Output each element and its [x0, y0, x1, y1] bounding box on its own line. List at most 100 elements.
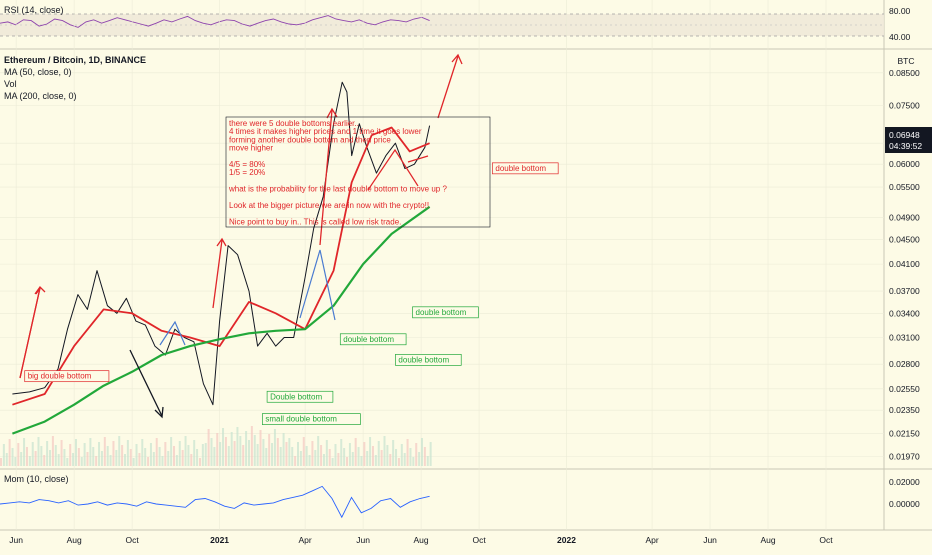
price-tick-label: 0.04900: [889, 212, 920, 222]
volume-bar: [132, 458, 135, 466]
mom-legend[interactable]: Mom (10, close): [4, 474, 69, 484]
last-price-tag: [885, 127, 932, 153]
volume-bar: [360, 456, 363, 466]
time-tick-label: Jun: [9, 535, 23, 545]
volume-bar: [288, 438, 291, 466]
volume-bar: [412, 457, 415, 466]
double-bottom-label: big double bottom: [28, 372, 92, 381]
chart-title[interactable]: Ethereum / Bitcoin, 1D, BINANCE: [4, 55, 146, 65]
volume-bar: [230, 432, 233, 466]
arrow-head-2: [216, 237, 227, 247]
ma50-line: [12, 126, 430, 406]
price-tick-label: 0.01970: [889, 452, 920, 462]
volume-bar: [25, 447, 28, 466]
volume-bar: [216, 433, 219, 466]
volume-bar: [23, 438, 26, 466]
note-line: 4 times it makes higher prices and 1 tim…: [229, 127, 422, 136]
rsi-legend[interactable]: RSI (14, close): [4, 5, 64, 15]
volume-bar: [89, 438, 92, 466]
volume-bar: [409, 448, 412, 466]
label-box: [395, 354, 462, 366]
volume-bar: [66, 458, 69, 466]
volume-bar: [98, 442, 101, 466]
label-box: [261, 413, 361, 425]
volume-bar: [86, 452, 89, 466]
price-tick-label: 0.03400: [889, 308, 920, 318]
volume-bar: [308, 455, 311, 466]
volume-bar: [392, 440, 395, 466]
momentum-pane[interactable]: [0, 470, 884, 528]
volume-bar: [161, 456, 164, 466]
ma200-legend[interactable]: MA (200, close, 0): [4, 91, 77, 101]
note-line: Nice point to buy in.. This is called lo…: [229, 217, 401, 226]
volume-bar: [386, 445, 389, 466]
volume-bar: [380, 450, 383, 466]
volume-bar: [322, 454, 325, 466]
volume-bar: [369, 437, 372, 466]
volume-bar: [207, 429, 210, 466]
bar-countdown: 04:39:52: [889, 141, 922, 151]
grid-layer: [0, 0, 884, 530]
arrow-down: [129, 349, 163, 417]
volume-bar: [158, 447, 161, 466]
volume-bar: [239, 436, 242, 466]
volume-bar: [198, 458, 201, 466]
note-line: move higher: [229, 144, 273, 153]
volume-bar: [219, 442, 222, 466]
arrow-up-3: [319, 109, 333, 246]
volume-bar: [135, 444, 138, 466]
double-bottom-label: Double bottom: [270, 392, 322, 401]
volume-bar: [57, 454, 60, 466]
note-line: Look at the bigger picture we are in now…: [229, 201, 429, 210]
price-tick-label: 0.04100: [889, 259, 920, 269]
price-tick-label: 0.07500: [889, 101, 920, 111]
volume-bar: [311, 441, 314, 466]
time-tick-label: Oct: [819, 535, 833, 545]
series-layer: [12, 81, 431, 435]
volume-bar: [222, 428, 225, 466]
time-tick-label: Oct: [126, 535, 140, 545]
double-bottom-label: double bottom: [398, 355, 449, 364]
volume-bar: [377, 441, 380, 466]
volume-bar: [14, 457, 17, 466]
double-bottom-label: double bottom: [495, 164, 546, 173]
double-bottom-label: double bottom: [416, 308, 467, 317]
note-line: 4/5 = 80%: [229, 160, 265, 169]
volume-bar: [170, 437, 173, 466]
volume-bar: [152, 452, 155, 466]
volume-bar: [0, 458, 2, 466]
volume-bar: [314, 450, 317, 466]
volume-bar: [299, 451, 302, 466]
volume-bar: [325, 440, 328, 466]
volume-bar: [348, 443, 351, 466]
vol-legend[interactable]: Vol: [4, 79, 17, 89]
arrow-head-3: [326, 107, 338, 119]
volume-bar: [374, 455, 377, 466]
time-tick-label: 2021: [210, 535, 229, 545]
volume-bar: [149, 443, 152, 466]
volume-bar: [406, 439, 409, 466]
volume-bar: [340, 439, 343, 466]
volume-bar: [351, 452, 354, 466]
volume-bar: [138, 453, 141, 466]
volume-bar: [115, 450, 118, 466]
note-box: [225, 116, 491, 228]
time-tick-label: Jun: [703, 535, 717, 545]
note-line: 1/5 = 20%: [229, 168, 265, 177]
quote-currency-label: BTC: [898, 56, 915, 66]
volume-bar: [60, 440, 63, 466]
volume-bar: [331, 458, 334, 466]
ma50-legend[interactable]: MA (50, close, 0): [4, 67, 72, 77]
price-pane[interactable]: [0, 50, 884, 468]
volume-bar: [69, 444, 72, 466]
volume-bar: [40, 446, 43, 466]
volume-bar: [155, 438, 158, 466]
volume-bar: [184, 436, 187, 466]
volume-bar: [43, 455, 46, 466]
volume-bar: [164, 442, 167, 466]
volume-bar: [395, 449, 398, 466]
volume-bar: [403, 453, 406, 466]
arrow-up-4: [437, 55, 459, 119]
